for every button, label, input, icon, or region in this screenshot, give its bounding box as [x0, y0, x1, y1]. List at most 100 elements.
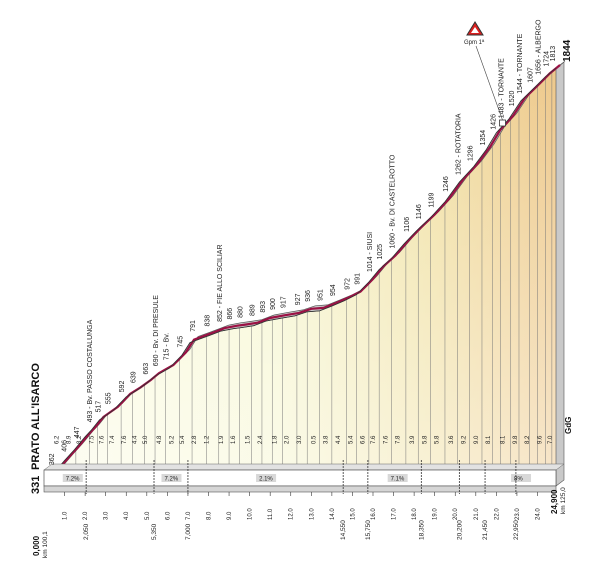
segment-gradient: 1.2	[204, 435, 210, 444]
segment-gradient: 3.0	[297, 435, 303, 444]
segment-gradient: 7.6	[383, 435, 389, 444]
altitude-label: 1146	[416, 204, 423, 219]
altitude-label: 951	[318, 289, 325, 301]
segment-gradient: 1.9	[219, 435, 225, 444]
drop-lines-group	[50, 71, 553, 476]
km-tick-label: 10.0	[248, 508, 254, 520]
km-marker-label: 18,350	[418, 520, 425, 540]
start-distance: 0,000	[32, 535, 41, 556]
segment-gradient: 7.5	[89, 435, 95, 444]
segment-gradient: 2.0	[285, 435, 291, 444]
altitude-label: 1520	[509, 91, 516, 107]
altitude-label: 927	[295, 293, 302, 305]
section-gradient: 7.2%	[164, 477, 178, 483]
km-tick-label: 2.0	[83, 511, 89, 520]
altitude-label: 406	[62, 440, 69, 452]
segment-gradient: 9.0	[474, 435, 480, 444]
base-strip	[43, 469, 557, 487]
segment-gradient: 6.2	[54, 435, 60, 444]
altitude-label: 447	[74, 426, 81, 438]
km-tick-label: 24.0	[536, 508, 542, 520]
km-marker-label: 5,350	[151, 523, 158, 540]
altitude-label: 991	[355, 273, 362, 285]
altitude-label: 1106	[404, 217, 411, 232]
km-tick-label: 19.0	[433, 508, 439, 520]
km-tick-label: 6.0	[165, 511, 171, 520]
km-marker-label: 2,050	[83, 523, 90, 540]
altitude-label: 900	[270, 298, 277, 310]
km-tick-label: 14.0	[330, 508, 336, 520]
section-gradient: 2.1%	[259, 477, 273, 483]
profile-side-panel	[555, 61, 565, 487]
altitude-label: 1199	[429, 192, 436, 207]
km-marker-label: 21,450	[482, 520, 489, 540]
segment-gradient: 7.6	[371, 435, 377, 444]
segment-gradient: 4.8	[157, 435, 163, 444]
altitude-label: 690 - Bv. DI PRESULE	[153, 295, 160, 366]
altitude-labels-group: 362 406 447 493 - Bv. PASSO COSTALUNGA 51755…	[49, 19, 557, 465]
segment-gradient: 8.1	[486, 435, 492, 444]
segment-gradient: 9.6	[538, 435, 544, 444]
segment-gradient: 7.8	[396, 435, 402, 444]
gradient-labels-group: 6.2 8.9 8.2 7.5 7.6 7.4 7.6 4.4 5.0 4.8 5.2 5.4 2.8 1…	[54, 435, 554, 483]
km-tick-label: 9.0	[227, 511, 233, 520]
segment-gradient: 7.4	[110, 435, 116, 444]
gpm-label: Gpm 1ª	[464, 39, 485, 46]
km-tick-label: 3.0	[104, 511, 110, 520]
segment-gradient: 9.2	[462, 435, 468, 444]
altitude-label: 791	[190, 320, 197, 332]
km-tick-label: 15.0	[350, 508, 356, 520]
km-tick-label: 18.0	[412, 508, 418, 520]
km-marker-label: 14,550	[340, 520, 347, 540]
segment-gradient: 2.8	[192, 435, 198, 444]
km-tick-label: 22.0	[494, 508, 500, 520]
segment-gradient: 5.8	[422, 435, 428, 444]
altitude-label: 517	[96, 401, 103, 413]
base-top	[43, 463, 565, 471]
km-marker-label: 7,000	[185, 523, 192, 540]
altitude-label: 1262 - ROTATORIA	[455, 113, 462, 175]
km-tick-label: 12.0	[289, 508, 295, 520]
segment-gradient: 5.4	[180, 435, 186, 444]
altitude-label: 1813	[550, 46, 557, 62]
altitude-label: 1656 - ALBERGO	[536, 19, 543, 75]
segment-gradient: 8.2	[525, 435, 531, 444]
segment-gradient: 4.4	[133, 435, 139, 444]
section-gradient: 7.2%	[66, 477, 80, 483]
altitude-label: 1025	[377, 244, 384, 260]
altitude-label: 715 - Bv.	[163, 333, 170, 361]
segment-gradient: 2.4	[258, 435, 264, 444]
section-gradient: 8%	[514, 477, 523, 483]
km-tick-label: 1.0	[63, 511, 69, 520]
base-strip-group	[43, 463, 565, 493]
altitude-label: 852 - FIE ALLO SCILIAR	[217, 244, 224, 321]
segment-gradient: 5.0	[143, 435, 149, 444]
km-tick-label: 13.0	[309, 508, 315, 520]
section-gradient-box	[62, 474, 83, 482]
road-line	[47, 64, 561, 479]
km-tick-label: 23.0	[515, 508, 521, 520]
segment-gradient: 7.0	[548, 435, 554, 444]
km-tick-label: 7.0	[186, 511, 192, 520]
profile-edge	[43, 67, 557, 482]
segment-gradient: 3.6	[449, 435, 455, 444]
altitude-label: 639	[130, 371, 137, 383]
km-marker-label: 15,750	[365, 520, 372, 540]
start-km-to-go: km 100,1	[42, 531, 49, 558]
km-tick-label: 11.0	[268, 508, 274, 520]
segment-gradient: 7.6	[122, 435, 128, 444]
profile-area-fade	[44, 68, 556, 486]
segment-gradient: 8.2	[77, 435, 83, 444]
altitude-label: 972	[344, 278, 351, 290]
altitude-label: 493 - Bv. PASSO COSTALUNGA	[87, 319, 94, 422]
altitude-label: 745	[178, 336, 185, 348]
altitude-label: 880	[237, 306, 244, 318]
segment-gradient: 3.9	[410, 435, 416, 444]
gdg-logo: GdG	[564, 417, 573, 434]
segment-gradient: 3.8	[324, 435, 330, 444]
segment-gradient: 1.6	[231, 435, 237, 444]
segment-gradient: 0.5	[311, 435, 317, 444]
start-altitude: 331	[30, 476, 42, 494]
segment-gradient: 8.9	[67, 435, 73, 444]
